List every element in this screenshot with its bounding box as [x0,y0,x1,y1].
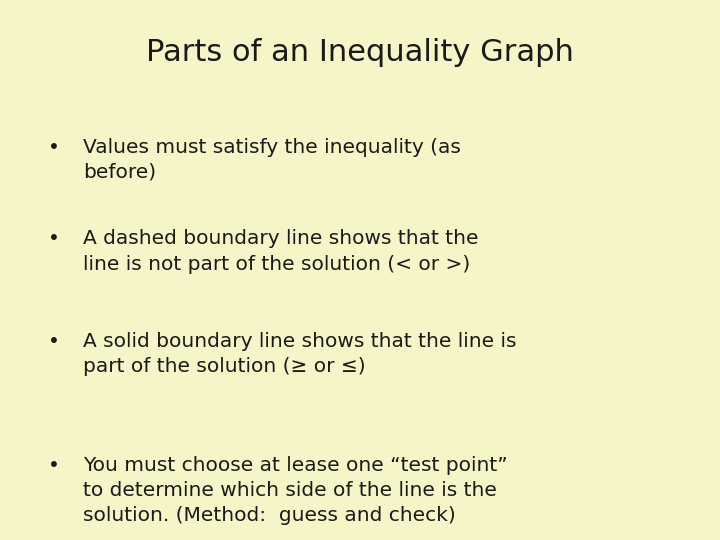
Text: Parts of an Inequality Graph: Parts of an Inequality Graph [146,38,574,67]
Text: A dashed boundary line shows that the
line is not part of the solution (< or >): A dashed boundary line shows that the li… [83,230,478,273]
Text: Values must satisfy the inequality (as
before): Values must satisfy the inequality (as b… [83,138,461,181]
Text: •: • [48,138,60,157]
Text: You must choose at lease one “test point”
to determine which side of the line is: You must choose at lease one “test point… [83,456,508,525]
Text: A solid boundary line shows that the line is
part of the solution (≥ or ≤): A solid boundary line shows that the lin… [83,332,516,376]
Text: •: • [48,230,60,248]
Text: •: • [48,332,60,351]
Text: •: • [48,456,60,475]
